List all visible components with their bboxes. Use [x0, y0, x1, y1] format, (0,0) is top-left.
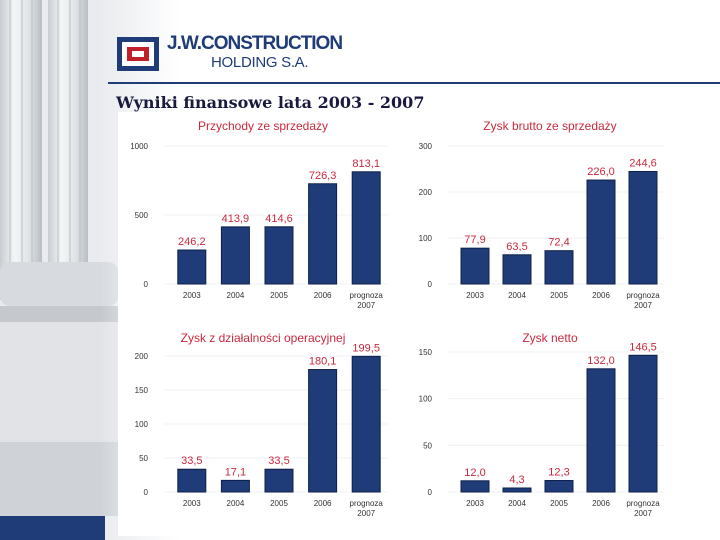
- bar: [544, 250, 574, 285]
- data-label: 726,3: [309, 170, 337, 182]
- chart-gross-profit: Zysk brutto ze sprzedaży 0 100 200 300 77,9 20…: [400, 112, 700, 324]
- x-tick-label: 2007: [357, 301, 375, 310]
- x-tick-label: prognoza: [626, 291, 660, 300]
- bar: [628, 354, 658, 493]
- bar: [351, 171, 381, 285]
- x-tick-label: prognoza: [350, 291, 384, 300]
- y-tick-label: 0: [144, 280, 149, 289]
- data-label: 226,0: [587, 166, 615, 178]
- x-tick-label: 2005: [270, 499, 288, 508]
- y-tick-label: 1000: [130, 142, 148, 151]
- data-label: 12,0: [464, 467, 485, 479]
- x-tick-label: 2003: [466, 499, 484, 508]
- data-label: 4,3: [509, 474, 524, 486]
- y-tick-label: 0: [428, 488, 433, 497]
- chart-revenue: Przychody ze sprzedaży 0 500 1000 246,2 2003 4…: [118, 112, 396, 324]
- x-tick-label: 2003: [183, 291, 201, 300]
- x-tick-label: 2006: [314, 291, 332, 300]
- x-tick-label: 2005: [550, 499, 568, 508]
- jw-logo-icon: [117, 37, 159, 71]
- x-tick-label: prognoza: [626, 499, 660, 508]
- y-tick-label: 100: [135, 420, 149, 429]
- y-tick-label: 500: [135, 211, 149, 220]
- data-label: 244,6: [629, 157, 657, 169]
- bar: [586, 368, 616, 493]
- y-tick-label: 50: [423, 441, 432, 450]
- data-label: 63,5: [506, 241, 527, 253]
- x-tick-label: 2007: [634, 509, 652, 518]
- y-tick-label: 0: [144, 488, 149, 497]
- data-label: 33,5: [181, 455, 202, 467]
- y-tick-label: 300: [419, 142, 433, 151]
- bar: [177, 249, 207, 285]
- bar: [460, 247, 490, 285]
- x-tick-label: prognoza: [350, 499, 384, 508]
- company-subtitle: HOLDING S.A.: [211, 54, 309, 71]
- data-label: 146,5: [629, 341, 657, 353]
- slide-title: Wyniki finansowe lata 2003 - 2007: [116, 93, 425, 112]
- x-tick-label: 2004: [227, 291, 245, 300]
- x-tick-label: 2006: [592, 291, 610, 300]
- x-tick-label: 2004: [508, 291, 526, 300]
- company-name: J.W.CONSTRUCTION: [167, 33, 343, 54]
- data-label: 199,5: [352, 342, 380, 354]
- data-label: 414,6: [265, 213, 293, 225]
- x-tick-label: 2005: [270, 291, 288, 300]
- chart-net-profit: Zysk netto 0 50 100 150 12,0 2003 4,3 2004 12,3 20…: [400, 324, 700, 536]
- x-tick-label: 2004: [227, 499, 245, 508]
- x-tick-label: 2003: [466, 291, 484, 300]
- footer-accent: [0, 516, 105, 540]
- data-label: 17,1: [225, 466, 246, 478]
- x-tick-label: 2007: [634, 301, 652, 310]
- bar: [351, 355, 381, 493]
- x-tick-label: 2005: [550, 291, 568, 300]
- chart-title: Zysk z działalności operacyjnej: [181, 331, 346, 345]
- data-label: 33,5: [268, 455, 289, 467]
- bar: [308, 183, 338, 285]
- bar: [628, 170, 658, 285]
- chart-title: Przychody ze sprzedaży: [198, 119, 328, 133]
- data-label: 132,0: [587, 355, 615, 367]
- x-tick-label: 2004: [508, 499, 526, 508]
- data-label: 413,9: [222, 213, 250, 225]
- data-label: 180,1: [309, 356, 337, 368]
- bar: [502, 254, 532, 285]
- data-label: 813,1: [352, 158, 380, 170]
- bar: [502, 487, 532, 493]
- x-tick-label: 2007: [357, 509, 375, 518]
- data-label: 72,4: [548, 237, 569, 249]
- data-label: 246,2: [178, 236, 206, 248]
- data-label: 12,3: [548, 467, 569, 479]
- bar: [220, 226, 250, 285]
- y-tick-label: 50: [139, 454, 148, 463]
- data-label: 77,9: [464, 234, 485, 246]
- bar: [177, 468, 207, 493]
- bar: [460, 480, 490, 493]
- bar: [220, 479, 250, 493]
- y-tick-label: 0: [428, 280, 433, 289]
- chart-title: Zysk brutto ze sprzedaży: [483, 119, 616, 133]
- bar: [544, 480, 574, 493]
- chart-title: Zysk netto: [522, 331, 578, 345]
- x-tick-label: 2003: [183, 499, 201, 508]
- y-tick-label: 200: [419, 188, 433, 197]
- header-divider: [108, 82, 720, 84]
- y-tick-label: 100: [419, 234, 433, 243]
- chart-operating-profit: Zysk z działalności operacyjnej 0 50 100 150…: [118, 324, 396, 536]
- y-tick-label: 200: [135, 352, 149, 361]
- y-tick-label: 150: [135, 386, 149, 395]
- x-tick-label: 2006: [314, 499, 332, 508]
- bar: [264, 226, 294, 285]
- bar: [308, 369, 338, 493]
- y-tick-label: 150: [419, 348, 433, 357]
- bar: [586, 179, 616, 285]
- y-tick-label: 100: [419, 395, 433, 404]
- x-tick-label: 2006: [592, 499, 610, 508]
- bar: [264, 468, 294, 493]
